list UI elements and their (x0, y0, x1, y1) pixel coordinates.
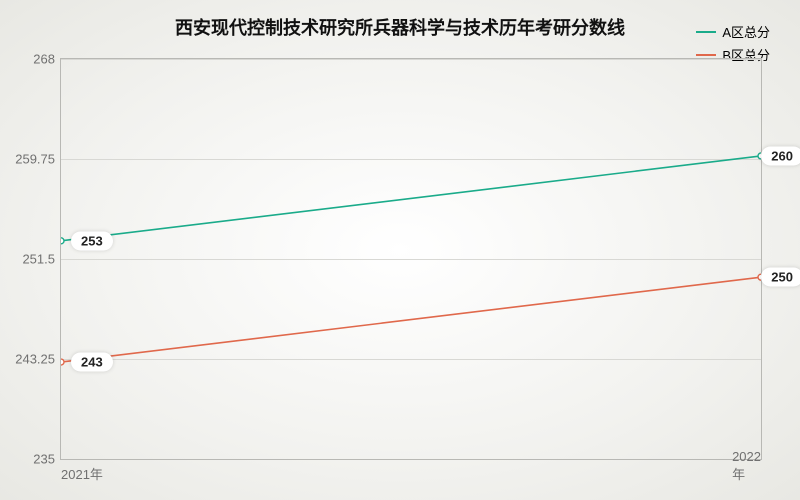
series-b-value-label: 250 (761, 268, 800, 287)
legend-label-a: A区总分 (722, 22, 770, 41)
series-b-line (61, 277, 761, 362)
y-axis-label: 243.25 (3, 352, 55, 367)
series-b-value-label: 243 (71, 353, 113, 372)
legend-swatch-a (696, 31, 716, 33)
series-a-value-label: 253 (71, 231, 113, 250)
series-a-line (61, 156, 761, 241)
gridline (61, 459, 761, 460)
plot-area: 235243.25251.5259.752682021年2022年2532602… (60, 58, 762, 460)
series-a-value-label: 260 (761, 146, 800, 165)
y-axis-label: 251.5 (3, 252, 55, 267)
x-axis-label: 2021年 (61, 464, 103, 483)
chart-title: 西安现代控制技术研究所兵器科学与技术历年考研分数线 (0, 14, 800, 40)
line-layer (61, 59, 761, 459)
legend-item-a: A区总分 (696, 22, 770, 41)
series-a-marker (61, 238, 64, 244)
y-axis-label: 259.75 (3, 152, 55, 167)
series-b-marker (61, 359, 64, 365)
y-axis-label: 235 (3, 452, 55, 467)
chart-container: 西安现代控制技术研究所兵器科学与技术历年考研分数线 A区总分 B区总分 2352… (0, 0, 800, 500)
y-axis-label: 268 (3, 52, 55, 67)
legend-swatch-b (696, 54, 716, 56)
